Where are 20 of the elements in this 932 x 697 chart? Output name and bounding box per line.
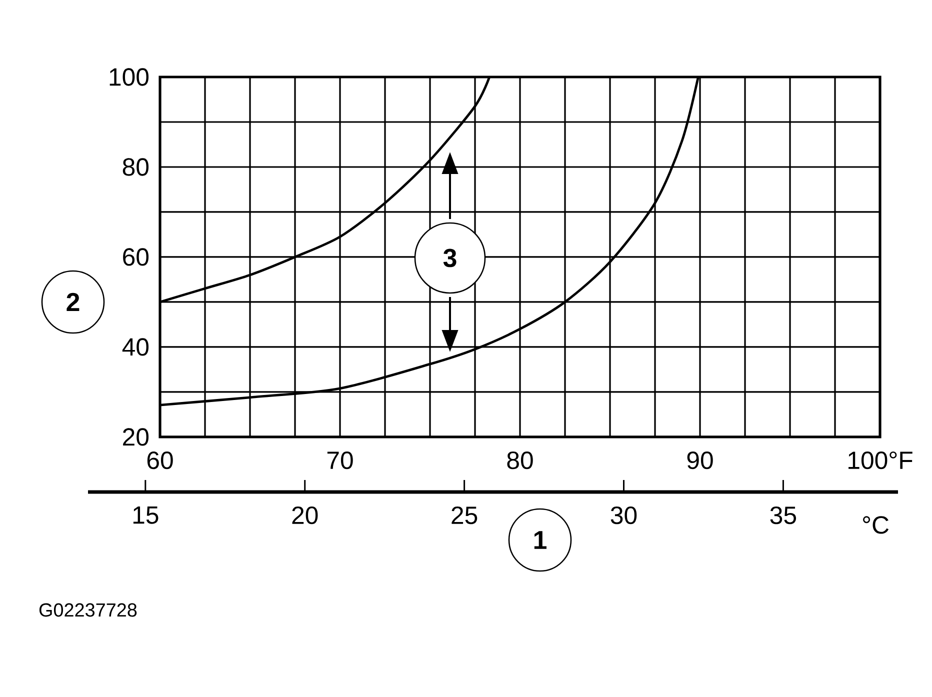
x2-tick-label: 15 <box>133 506 158 524</box>
y-tick-label: 60 <box>123 248 149 266</box>
y-tick-label: 100 <box>110 68 149 86</box>
y-tick-label: 40 <box>122 338 149 356</box>
x-tick-label: 60 <box>147 451 173 470</box>
y-axis-title: 2 <box>66 292 80 312</box>
x2-tick-label: 20 <box>292 506 318 524</box>
x-tick-label: 70 <box>327 451 353 470</box>
x-tick-label: 100°F <box>848 451 912 470</box>
x-tick-label: 80 <box>507 451 533 470</box>
y-tick-label: 80 <box>122 158 149 176</box>
annotation: 3 <box>443 248 456 268</box>
x2-axis-title: °C <box>863 516 889 534</box>
x-tick-label: 90 <box>687 451 713 470</box>
y-tick-label: 20 <box>123 428 149 446</box>
text: G02237728 <box>39 603 137 617</box>
x2-tick-label: 30 <box>610 506 637 524</box>
x-axis-title: 1 <box>534 531 546 549</box>
x2-tick-label: 25 <box>452 506 478 524</box>
x2-tick-label: 35 <box>770 506 796 524</box>
